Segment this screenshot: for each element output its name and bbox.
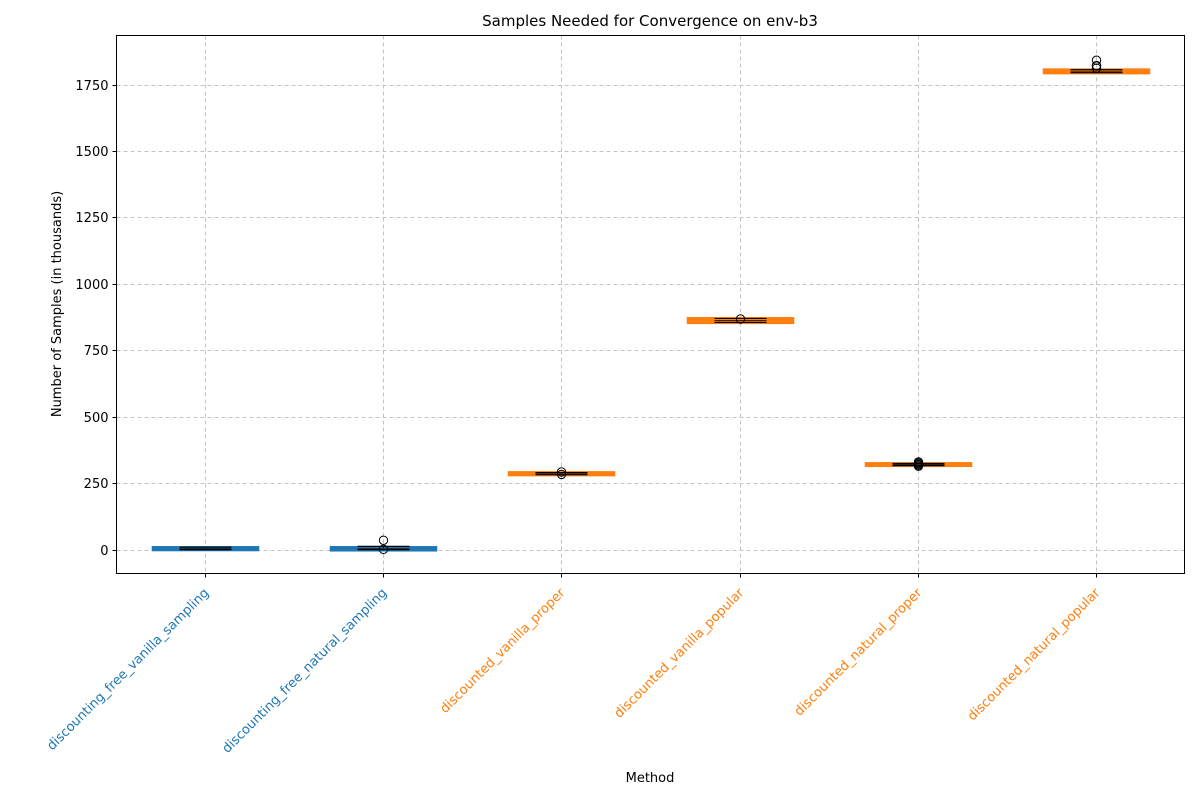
- chart-title: Samples Needed for Convergence on env-b3: [482, 12, 818, 30]
- outlier-point: [735, 314, 746, 324]
- outlier-point: [1091, 60, 1102, 71]
- y-tick-label: 1750: [75, 79, 108, 94]
- y-tick-label: 0: [100, 544, 108, 559]
- box-discounted_vanilla_popular: [686, 314, 795, 325]
- x-axis-title: Method: [626, 771, 675, 786]
- box-discounting_free_natural_sampling: [329, 535, 438, 555]
- y-tick-label: 250: [84, 477, 109, 492]
- box-body: [1042, 68, 1151, 75]
- box-discounted_natural_popular: [1042, 55, 1151, 75]
- y-axis-title: Number of Samples (in thousands): [50, 191, 65, 417]
- x-tick-layer: discounting_free_vanilla_sampling discoun…: [44, 573, 1104, 757]
- outlier-point: [1091, 55, 1102, 65]
- x-tick-label: discounting_free_natural_sampling: [220, 586, 391, 757]
- box-discounting_free_vanilla_sampling: [151, 546, 260, 552]
- x-tick-label: discounted_natural_proper: [792, 585, 926, 719]
- x-tick-label: discounted_natural_popular: [965, 585, 1104, 724]
- box-discounted_natural_proper: [864, 457, 973, 471]
- outlier-point: [556, 467, 567, 477]
- x-tick-label: discounted_vanilla_proper: [437, 585, 568, 716]
- y-tick-layer: 0 250 500 750 1000 1250 1500 1750: [75, 79, 117, 559]
- y-tick-label: 1000: [75, 278, 108, 293]
- y-tick-label: 1500: [75, 145, 108, 160]
- y-tick-label: 750: [84, 344, 109, 359]
- outlier-point: [556, 469, 567, 480]
- outlier-point: [378, 535, 389, 545]
- box-discounted_vanilla_proper: [507, 467, 616, 480]
- grid-layer: [116, 35, 1185, 574]
- outlier-point: [378, 544, 389, 555]
- y-tick-label: 1250: [75, 211, 108, 226]
- plot-frame: [116, 35, 1185, 574]
- box-layer: [151, 55, 1151, 555]
- outlier-point: [913, 457, 924, 467]
- x-tick-label: discounted_vanilla_popular: [612, 585, 748, 721]
- x-tick-label: discounting_free_vanilla_sampling: [44, 586, 212, 754]
- y-tick-label: 500: [84, 411, 109, 426]
